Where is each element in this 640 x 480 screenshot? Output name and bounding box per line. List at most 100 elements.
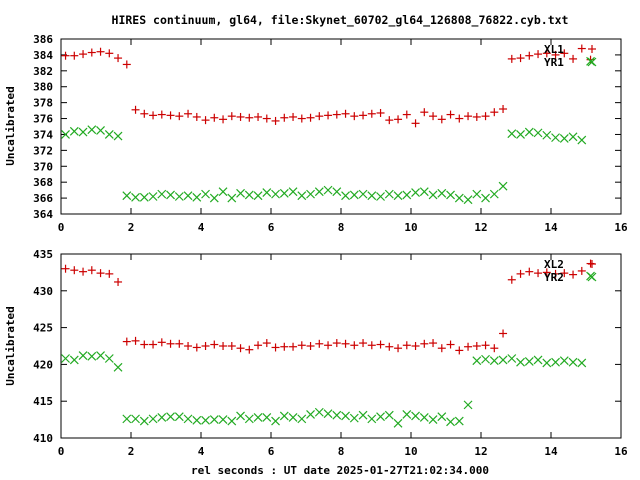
bottom-xl2-point [175,339,184,348]
top-xl1-point [219,115,228,124]
top-yr1-point [209,193,219,203]
top-xl1-point [332,110,341,119]
top-xl1-point [455,114,464,123]
bottom-yr2-point [376,412,385,422]
top-yr1-point [201,189,210,199]
top-xl1-point [446,110,455,119]
bottom-y-tick-label: 420 [33,358,53,371]
top-xl1-point [472,112,481,121]
bottom-xl2-point [429,339,438,348]
top-xl1-point [297,114,306,123]
bottom-xl2-point [254,341,263,350]
bottom-yr2-point [279,411,289,421]
top-y-tick-label: 376 [33,113,53,126]
top-yr1-point [288,187,298,197]
bottom-yr2-point [481,354,490,364]
bottom-xl2-point [560,269,569,278]
top-xl1-point [131,105,140,114]
top-xl1-point [245,113,254,122]
bottom-yr2-point [349,413,359,423]
top-legend-yr1-marker [587,57,597,67]
bottom-x-tick-label: 14 [544,445,558,458]
top-yr1-point [402,190,412,200]
top-xl1-point [359,111,368,120]
bottom-xl2-point [61,264,70,273]
bottom-xl2-point [376,340,385,349]
top-xl1-point [324,111,333,120]
top-y-tick-label: 384 [33,49,53,62]
bottom-legend-series1-label: XL2 [544,258,564,271]
top-x-tick-label: 12 [474,221,487,234]
bottom-yr2-point [288,412,298,422]
top-yr1-point [61,130,70,139]
top-yr1-point [253,191,263,201]
top-xl1-point [166,111,175,120]
bottom-yr2-point [411,411,420,421]
top-xl1-point [525,51,534,60]
top-xl1-point [87,48,96,57]
top-points [61,44,597,205]
bottom-xl2-point [227,342,236,350]
bottom-x-tick-label: 12 [474,445,487,458]
bottom-legend-yr2-marker [587,272,597,282]
top-xl1-point [586,55,595,64]
top-yr1-point [568,132,578,142]
top-yr1-point [218,187,228,197]
bottom-xl2-point [551,269,560,278]
top-y-tick-label: 386 [33,33,53,46]
top-yr1-point [349,190,359,200]
bottom-xl2-point [149,340,158,349]
bottom-xl2-point [87,266,96,275]
top-xl1-point [184,109,193,118]
bottom-yr2-point [498,355,508,365]
bottom-yr2-point [297,414,307,424]
bottom-yr2-point [489,356,499,366]
top-yr1-point [183,191,193,201]
bottom-yr2-point [192,415,202,425]
top-xl1-point [577,44,586,53]
bottom-yr2-point [306,410,315,419]
top-y-tick-label: 374 [33,128,53,141]
top-yr1-point [139,192,149,202]
top-yr1-point [367,191,377,201]
top-xl1-point [157,110,166,119]
bottom-y-axis-label: Uncalibrated [4,306,17,385]
top-xl1-point [376,108,385,117]
top-x-tick-label: 8 [338,221,345,234]
bottom-yr2-point [244,414,254,424]
top-yr1-point [104,130,114,139]
bottom-yr2-point [174,412,184,422]
bottom-yr2-point [236,411,245,421]
bottom-xl2-point [289,342,298,351]
top-xl1-point [192,112,201,121]
top-xl1-point [402,110,411,119]
bottom-xl2-point [140,340,149,349]
top-legend-series2-label: YR1 [544,56,564,69]
bottom-yr2-point [568,357,578,367]
bottom-y-tick-label: 435 [33,248,53,261]
top-xl1-point [542,49,551,58]
top-yr1-point [542,130,552,140]
top-xl1-point [464,112,473,121]
top-xl1-point [280,113,289,122]
top-xl1-point [105,49,114,58]
top-xl1-point [507,54,516,63]
top-xl1-point [551,50,560,59]
bottom-yr2-point [358,410,368,420]
bottom-yr2-point [419,412,429,422]
bottom-yr2-point [437,412,447,422]
top-ticks: 0 2 4 6 8 10 12 14 16 364 366 368 370 372 374 376 378 380… [33,33,628,234]
bottom-legend: XL2 YR2 [544,258,564,284]
top-yr1-point [437,188,447,198]
top-xl1-point [140,109,149,118]
bottom-xl2-point [210,340,219,349]
bottom-xl2-point [297,341,306,350]
top-yr1-point [559,134,569,143]
top-y-tick-label: 382 [33,65,53,78]
top-xl1-point [96,47,105,56]
top-yr1-point [507,129,517,139]
top-yr1-point [358,189,368,199]
bottom-yr2-point [61,354,70,363]
top-yr1-point [279,188,289,198]
top-xl1-point [61,51,70,60]
